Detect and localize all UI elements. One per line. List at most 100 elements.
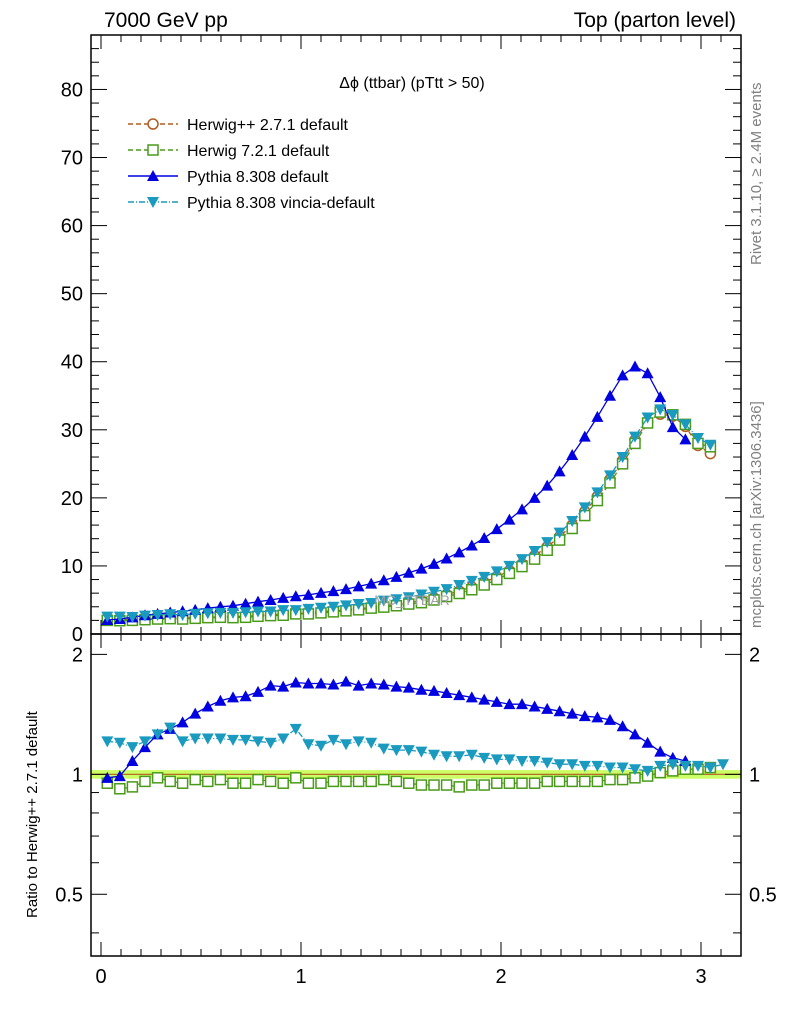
header-right: Top (parton level) bbox=[574, 9, 736, 32]
ratio-point-herwig7 bbox=[126, 781, 139, 793]
main-point-vincia bbox=[164, 609, 177, 621]
ratio-point-vincia bbox=[478, 752, 491, 764]
main-point-vincia bbox=[440, 584, 453, 596]
ratio-point-pythia bbox=[415, 683, 428, 695]
ratio-point-herwig7 bbox=[327, 775, 340, 788]
legend-marker-vincia bbox=[147, 197, 159, 208]
ratio-point-vincia bbox=[377, 743, 390, 755]
main-plot-panel: MC_TTBAR 0 10 20 30 40 50 60 70 80 Δϕ (ttbar) (p… bbox=[61, 34, 742, 646]
main-line-herwig7 bbox=[107, 411, 711, 622]
legend-entry-vincia: Pythia 8.308 vincia-default bbox=[128, 195, 375, 212]
ratio-point-herwig7 bbox=[415, 779, 428, 791]
ratio-point-pythia bbox=[516, 698, 528, 710]
ratio-point-vincia bbox=[717, 759, 729, 771]
ratio-point-pythia bbox=[252, 685, 264, 697]
header-left: 7000 GeV pp bbox=[104, 9, 228, 32]
ratio-point-herwig7 bbox=[302, 777, 315, 789]
ratio-point-pythia bbox=[227, 691, 239, 703]
ratio-ytick-label-left: 2 bbox=[72, 644, 83, 666]
ratio-point-herwig7 bbox=[616, 773, 629, 786]
main-point-vincia bbox=[189, 608, 202, 620]
ratio-point-pythia bbox=[453, 689, 466, 701]
main-ytick-label: 40 bbox=[61, 352, 83, 374]
ratio-point-pythia bbox=[101, 771, 114, 783]
legend-marker-herwig7 bbox=[147, 144, 159, 156]
main-point-vincia bbox=[289, 605, 302, 617]
ratio-point-herwig7 bbox=[252, 773, 264, 786]
ratio-point-pythia bbox=[214, 694, 227, 706]
ratio-point-vincia bbox=[528, 756, 541, 768]
main-point-vincia bbox=[654, 404, 667, 416]
ratio-point-vincia bbox=[151, 729, 164, 741]
main-point-vincia bbox=[365, 598, 378, 610]
ratio-point-herwig7 bbox=[176, 777, 189, 789]
main-ytick-label: 30 bbox=[61, 420, 83, 442]
main-point-pythia bbox=[239, 597, 252, 609]
ratio-point-herwig7 bbox=[352, 775, 365, 788]
ratio-point-vincia bbox=[189, 733, 202, 745]
ratio-point-pythia bbox=[629, 728, 641, 740]
mcplots-label: mcplots.cern.ch [arXiv:1306.3436] bbox=[748, 401, 765, 628]
ratio-point-vincia bbox=[553, 759, 566, 771]
main-point-pythia bbox=[327, 585, 340, 597]
ratio-point-herwig7 bbox=[164, 775, 176, 788]
ratio-point-vincia bbox=[616, 762, 629, 774]
main-point-vincia bbox=[604, 470, 616, 482]
main-point-pythia bbox=[478, 532, 491, 544]
legend-label-pythia: Pythia 8.308 default bbox=[187, 169, 329, 186]
main-ytick-label: 50 bbox=[61, 284, 83, 306]
main-point-vincia bbox=[641, 412, 654, 424]
ratio-data-marks bbox=[101, 675, 729, 795]
legend-label-herwigpp: Herwig++ 2.7.1 default bbox=[187, 117, 349, 134]
main-point-vincia bbox=[352, 599, 365, 611]
ratio-point-vincia bbox=[490, 754, 503, 766]
ratio-axes: 0 1 2 3 0.5 0.5 1 1 2 2 bbox=[55, 634, 777, 988]
ratio-ytick-label-right: 2 bbox=[749, 644, 760, 666]
ratio-point-vincia bbox=[126, 742, 139, 754]
ratio-xtick-label: 0 bbox=[95, 966, 106, 988]
ratio-point-vincia bbox=[402, 745, 415, 757]
ratio-point-vincia bbox=[239, 734, 252, 746]
main-point-vincia bbox=[516, 554, 528, 566]
ratio-point-vincia bbox=[264, 737, 277, 749]
ratio-point-pythia bbox=[302, 677, 315, 689]
ratio-point-vincia bbox=[704, 762, 717, 774]
ratio-point-vincia bbox=[415, 746, 428, 758]
ratio-point-pythia bbox=[315, 677, 327, 689]
ratio-point-vincia bbox=[277, 733, 290, 745]
ratio-point-pythia bbox=[289, 676, 302, 688]
main-point-pythia bbox=[352, 580, 365, 592]
ratio-point-vincia bbox=[252, 736, 264, 748]
main-point-vincia bbox=[704, 439, 717, 451]
main-point-pythia bbox=[365, 577, 378, 589]
chart-title: Δϕ (ttbar) (pTtt > 50) bbox=[339, 75, 484, 92]
ratio-point-pythia bbox=[528, 700, 541, 712]
ratio-point-herwig7 bbox=[214, 773, 227, 786]
ratio-point-pythia bbox=[641, 736, 654, 748]
main-point-vincia bbox=[528, 545, 541, 557]
ratio-point-pythia bbox=[566, 707, 579, 719]
ratio-point-herwig7 bbox=[151, 772, 164, 784]
ratio-point-pythia bbox=[327, 678, 340, 690]
main-point-vincia bbox=[227, 607, 239, 619]
main-point-vincia bbox=[503, 560, 516, 572]
main-point-vincia bbox=[679, 419, 692, 431]
ratio-point-pythia bbox=[176, 716, 189, 728]
legend-entry-pythia: Pythia 8.308 default bbox=[128, 169, 329, 186]
ratio-frame bbox=[90, 633, 742, 957]
main-point-pythia bbox=[566, 448, 579, 460]
ratio-point-herwig7 bbox=[428, 779, 440, 791]
legend: Herwig++ 2.7.1 default Herwig 7.2.1 defa… bbox=[128, 117, 375, 212]
ratio-ytick-label-left: 1 bbox=[72, 764, 83, 786]
ratio-point-pythia bbox=[553, 705, 566, 717]
main-point-vincia bbox=[277, 605, 290, 617]
main-point-vincia bbox=[176, 609, 189, 621]
ratio-point-herwig7 bbox=[390, 775, 403, 788]
ratio-point-vincia bbox=[227, 734, 239, 746]
ratio-xtick-label: 2 bbox=[495, 966, 506, 988]
ratio-point-pythia bbox=[503, 698, 516, 710]
ratio-point-pythia bbox=[578, 710, 591, 722]
ratio-point-vincia bbox=[390, 745, 403, 757]
ratio-point-vincia bbox=[101, 736, 114, 748]
main-point-pythia bbox=[666, 421, 679, 433]
